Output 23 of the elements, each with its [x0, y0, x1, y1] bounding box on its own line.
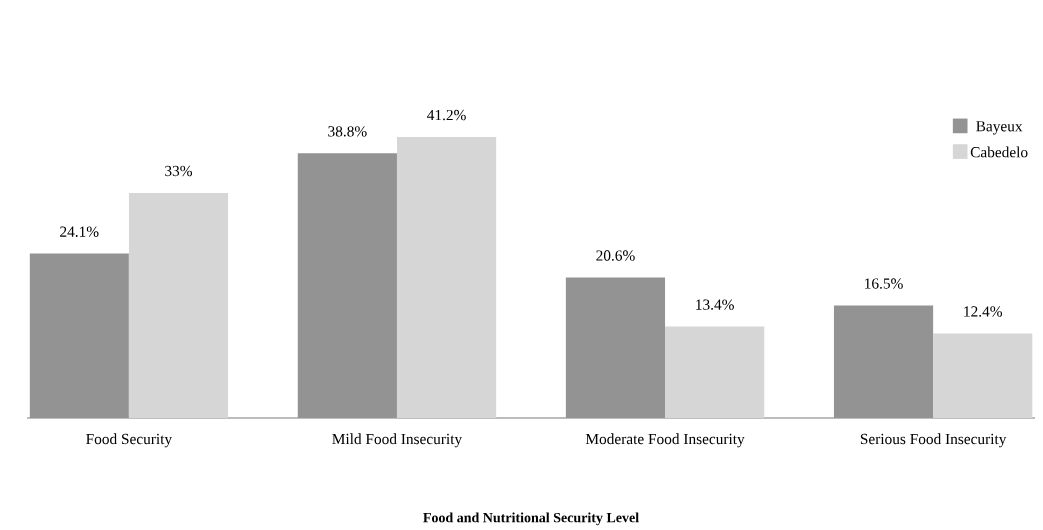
- data-label: 13.4%: [696, 299, 734, 311]
- x-tick-label: Serious Food Insecurity: [860, 433, 1007, 448]
- bar: [933, 333, 1033, 419]
- x-tick-label: Mild Food Insecurity: [332, 433, 463, 448]
- data-label: 38.8%: [328, 126, 367, 137]
- data-label: 16.5%: [865, 278, 903, 289]
- legend-label: Cabedelo: [970, 146, 1028, 158]
- bar: [665, 326, 765, 419]
- data-label: 41.2%: [427, 110, 466, 121]
- data-label: 12.4%: [964, 306, 1003, 317]
- data-label: 20.6%: [596, 250, 635, 261]
- data-label: 33%: [165, 165, 192, 177]
- bar: [833, 305, 934, 419]
- x-tick-label: Food Security: [86, 433, 173, 448]
- bar: [565, 277, 666, 419]
- bar: [128, 193, 229, 419]
- data-label: 24.1%: [60, 226, 99, 238]
- x-tick-label: Moderate Food Insecurity: [585, 433, 745, 448]
- bar: [29, 253, 129, 419]
- bar: [297, 153, 397, 419]
- x-axis-title: Food and Nutritional Security Level: [423, 512, 639, 526]
- bar: [396, 137, 497, 419]
- legend-label: Bayeux: [976, 121, 1023, 135]
